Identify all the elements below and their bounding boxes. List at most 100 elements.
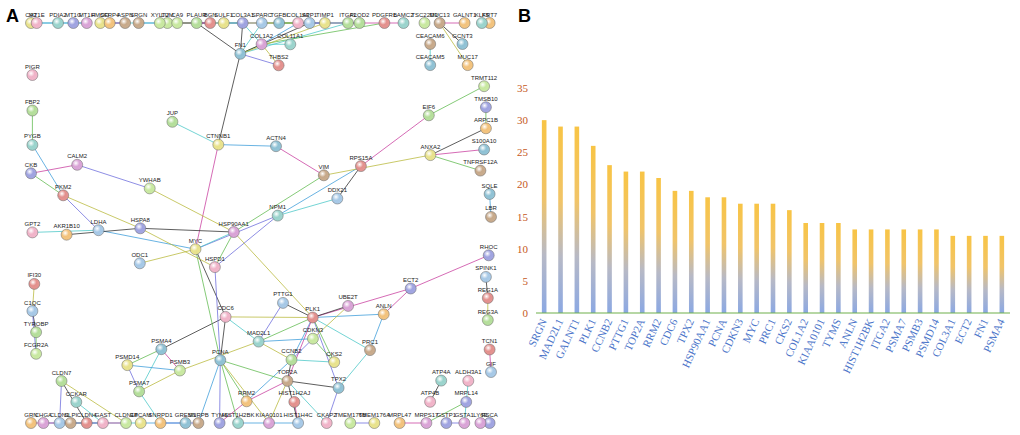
network-node [379,18,390,29]
network-node [104,18,115,29]
node-label: TMSB10 [474,96,498,102]
network-edge [370,314,384,350]
node-label: CCNB2 [281,348,302,354]
node-label: SPINK1 [475,265,497,271]
node-label: CKS2 [326,351,342,357]
network-node [218,18,229,29]
network-node [434,18,445,29]
node-label: SFRP4 [100,12,120,18]
network-node [241,396,252,407]
node-label: FCGR2A [24,342,48,348]
network-node [479,81,490,92]
node-label: PSMA4 [151,338,172,344]
network-node [486,211,497,222]
network-node [354,18,365,29]
network-node [304,18,315,29]
network-node [479,144,490,155]
network-node [215,355,226,366]
y-tick-label: 10 [517,243,529,255]
network-edge [276,146,324,175]
node-label: PSMB3 [170,359,191,365]
network-edge [215,232,234,267]
network-node [332,193,343,204]
node-label: ANLN [376,303,392,309]
network-node [81,18,92,29]
network-node [480,102,491,113]
network-node [193,418,204,429]
node-label: CKAP2 [317,412,337,418]
node-label: SULF1 [214,12,233,18]
node-label: ALDH3A1 [455,369,482,375]
bar [787,210,792,313]
network-node [135,418,146,429]
node-label: TOP2A [278,369,298,375]
figure: ABSPINK1REG1AREG3ATMEM176BTMEM176ACEACAM… [0,0,1020,435]
y-tick-label: 30 [517,114,529,126]
node-label: GSTA1 [455,412,475,418]
node-label: FBP2 [25,99,41,105]
bar [705,197,710,313]
network-edge [430,150,484,156]
network-edge [240,23,348,54]
network-edge [292,360,335,362]
node-label: HIST1H2BK [222,412,255,418]
network-node [235,48,246,59]
bar [950,236,955,313]
network-node [285,39,296,50]
network-node [286,354,297,365]
node-label: HIST1H4C [284,412,314,418]
node-label: PLK1 [305,306,320,312]
node-label: PRC1 [362,339,379,345]
bar [558,127,563,313]
node-label: TMEM176A [358,412,390,418]
network-node [27,306,38,317]
network-node [398,18,409,29]
network-node [65,418,76,429]
network-edge [140,249,196,263]
bar [983,236,988,313]
node-label: PDIA2 [49,12,67,18]
node-label: PSMA7 [129,380,150,386]
bar [869,229,874,313]
network-node [459,418,470,429]
network-edge [99,230,196,249]
network-node [31,327,42,338]
network-edge [161,317,225,349]
network-node [31,18,42,29]
node-label: ARPC1B [474,117,498,123]
network-node [154,18,165,29]
bar [771,204,776,313]
bar [885,229,890,313]
node-label: ATP4B [421,390,440,396]
bar [673,191,678,313]
node-label: MYC [189,238,203,244]
network-node [355,161,366,172]
node-label: PLAUR [187,12,208,18]
network-node [38,418,49,429]
node-label: IFI30 [27,272,41,278]
network-node [214,418,225,429]
node-label: TRMT112 [471,75,498,81]
network-node [220,311,231,322]
node-label: MAD2L1 [247,330,271,336]
node-label: PIGR [25,64,40,70]
network-node [318,170,329,181]
network-node [213,139,224,150]
node-label: GAST [95,412,112,418]
network-node [425,60,436,71]
network-node [180,418,191,429]
node-label: SLPI [64,412,77,418]
node-label: MT1H [79,12,95,18]
network-node [378,309,389,320]
node-label: LBR [485,205,497,211]
bar [738,204,743,313]
node-label: YWHAB [139,177,161,183]
network-node [191,18,202,29]
node-label: CCKAR [66,391,88,397]
network-node [293,18,304,29]
network-node [54,418,65,429]
network-edges [31,23,491,423]
network-edge [226,316,313,318]
network-edge [259,339,313,342]
network-node [155,418,166,429]
